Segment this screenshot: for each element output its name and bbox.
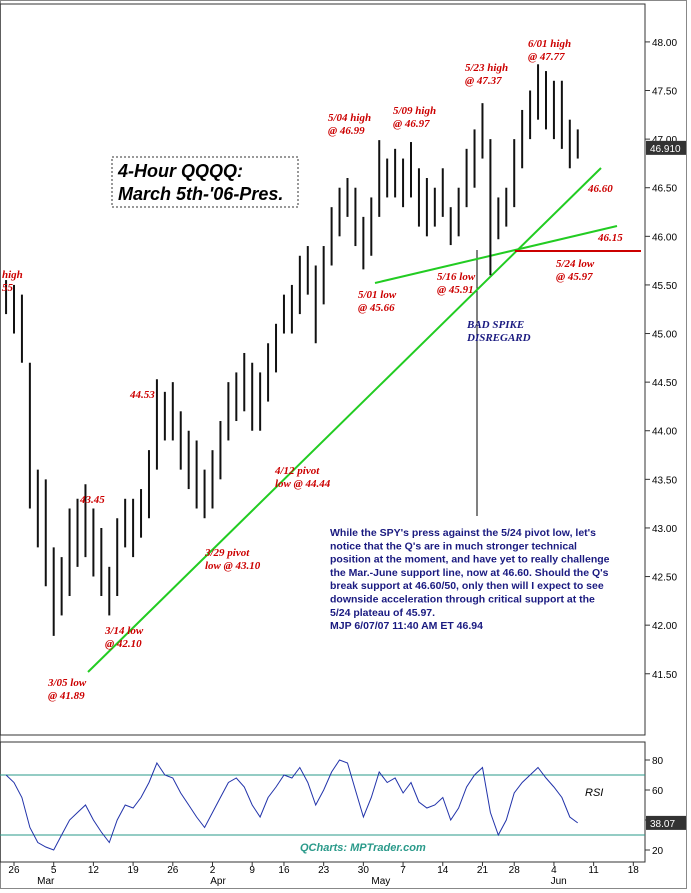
y-tick-label: 42.00 — [652, 621, 677, 632]
y-tick-label: 46.50 — [652, 184, 677, 195]
annotation: @ 45.97 — [556, 271, 593, 283]
annotation: @ 46.99 — [328, 125, 365, 137]
x-tick-label: 9 — [249, 865, 255, 876]
annotation: 5/09 high — [393, 105, 436, 117]
commentary: break support at 46.60/50, only then wil… — [330, 580, 604, 592]
annotation: high — [2, 269, 23, 281]
title-box — [111, 156, 299, 208]
x-month-label: Apr — [210, 876, 226, 887]
commentary: MJP 6/07/07 11:40 AM ET 46.94 — [330, 620, 483, 632]
annotation: DISREGARD — [466, 332, 531, 344]
annotation: 6/01 high — [528, 38, 571, 50]
rsi-line — [5, 759, 578, 851]
x-tick-label: 26 — [167, 865, 179, 876]
annotation: 3/05 low — [47, 677, 87, 689]
y-tick-label: 44.50 — [652, 378, 677, 389]
annotation: 5/24 low — [556, 258, 595, 270]
x-tick-label: 26 — [8, 865, 20, 876]
x-tick-label: 12 — [88, 865, 100, 876]
x-tick-label: 5 — [51, 865, 57, 876]
y-tick-label: 80 — [652, 756, 664, 767]
x-tick-label: 11 — [588, 865, 599, 876]
y-tick-label: 43.00 — [652, 524, 677, 535]
price-panel — [0, 3, 646, 736]
y-tick-label: 45.50 — [652, 281, 677, 292]
x-tick-label: 28 — [509, 865, 521, 876]
annotation: @ 42.10 — [105, 638, 142, 650]
y-tick-label: 47.50 — [652, 87, 677, 98]
x-tick-label: 19 — [128, 865, 140, 876]
y-tick-label: 44.00 — [652, 427, 677, 438]
commentary: 5/24 plateau of 45.97. — [330, 607, 435, 619]
y-tick-label: 41.50 — [652, 670, 677, 681]
x-tick-label: 23 — [318, 865, 330, 876]
y-tick-label: 42.50 — [652, 573, 677, 584]
commentary: notice that the Q's are in much stronger… — [330, 540, 577, 552]
last-value-label: 38.07 — [650, 819, 675, 830]
x-tick-label: 2 — [210, 865, 216, 876]
commentary: downside acceleration through critical s… — [330, 594, 595, 606]
y-tick-label: 47.00 — [652, 135, 677, 146]
annotation: 4/12 pivot — [274, 465, 320, 477]
x-month-label: Jun — [551, 876, 567, 887]
annotation: @ 45.91 — [437, 284, 474, 296]
x-month-label: May — [371, 876, 390, 887]
annotation: BAD SPIKE — [466, 319, 524, 331]
y-tick-label: 46.00 — [652, 232, 677, 243]
annotation: 43.45 — [79, 494, 105, 506]
annotation: 5/16 low — [437, 271, 476, 283]
last-value-label: 46.910 — [650, 144, 681, 155]
commentary: position at the moment, and have yet to … — [330, 554, 610, 566]
annotation: 5/01 low — [358, 289, 397, 301]
x-month-label: Mar — [37, 876, 55, 887]
annotation: 3/14 low — [104, 625, 144, 637]
annotation: @ 47.37 — [465, 75, 502, 87]
chart-title: March 5th-'06-Pres. — [118, 184, 283, 204]
annotation: 55 — [2, 282, 14, 294]
last-value-box — [646, 140, 686, 155]
y-tick-label: 20 — [652, 846, 664, 857]
annotation: @ 41.89 — [48, 690, 85, 702]
annotation: 3/29 pivot — [204, 547, 250, 559]
last-value-box — [646, 815, 686, 830]
watermark: QCharts: MPTrader.com — [300, 842, 426, 854]
y-tick-label: 45.00 — [652, 330, 677, 341]
commentary: While the SPY's press against the 5/24 p… — [330, 527, 596, 539]
x-tick-label: 21 — [477, 865, 489, 876]
x-tick-label: 16 — [278, 865, 290, 876]
trendline — [374, 225, 618, 284]
annotation: 5/23 high — [465, 62, 508, 74]
annotation: @ 47.77 — [528, 51, 565, 63]
chart-title: 4-Hour QQQQ: — [117, 161, 243, 181]
annotation: @ 45.66 — [358, 302, 395, 314]
y-tick-label: 48.00 — [652, 38, 677, 49]
x-tick-label: 14 — [437, 865, 449, 876]
x-tick-label: 4 — [551, 865, 557, 876]
y-tick-label: 60 — [652, 786, 664, 797]
y-tick-label: 43.50 — [652, 475, 677, 486]
x-tick-label: 18 — [628, 865, 640, 876]
annotation: low @ 43.10 — [205, 560, 261, 572]
annotation: 44.53 — [129, 389, 155, 401]
commentary: the Mar.-June support line, now at 46.60… — [330, 567, 609, 579]
rsi-panel — [0, 741, 646, 863]
annotation: 46.15 — [597, 232, 623, 244]
annotation: 5/04 high — [328, 112, 371, 124]
annotation: 46.60 — [587, 183, 613, 195]
x-tick-label: 7 — [400, 865, 406, 876]
x-tick-label: 30 — [358, 865, 370, 876]
annotation: @ 46.97 — [393, 118, 430, 130]
rsi-label: RSI — [585, 787, 603, 799]
annotation: low @ 44.44 — [275, 478, 331, 490]
